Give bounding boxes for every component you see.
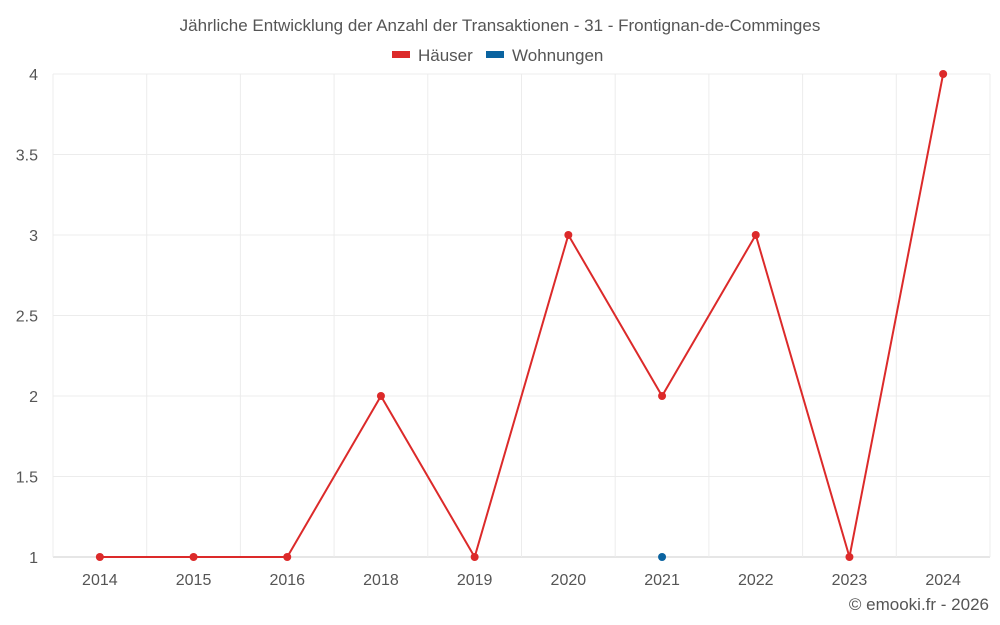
data-point[interactable] bbox=[939, 70, 948, 78]
data-point[interactable] bbox=[658, 392, 667, 400]
data-point[interactable] bbox=[283, 553, 292, 561]
y-tick-label: 1 bbox=[29, 550, 38, 567]
data-point[interactable] bbox=[95, 553, 104, 561]
x-tick-label: 2019 bbox=[457, 572, 493, 589]
legend-label: Häuser bbox=[418, 46, 473, 65]
axes: 1 1.5 2 2.5 3 3.5 4 2014 2015 2016 2018 2019 2020 202… bbox=[16, 67, 961, 589]
data-point[interactable] bbox=[845, 553, 854, 561]
legend-item-1[interactable]: Wohnungen bbox=[486, 46, 603, 65]
y-tick-label: 2 bbox=[29, 389, 38, 406]
legend-item-0[interactable]: Häuser bbox=[392, 46, 473, 65]
data-point[interactable] bbox=[189, 553, 198, 561]
grid bbox=[52, 73, 991, 558]
data-point[interactable] bbox=[751, 231, 760, 239]
x-tick-label: 2016 bbox=[269, 572, 305, 589]
data-point[interactable] bbox=[470, 553, 479, 561]
legend-label: Wohnungen bbox=[512, 46, 603, 65]
legend-swatch bbox=[392, 51, 410, 58]
series-line-häuser bbox=[99, 73, 945, 560]
legend-swatch bbox=[486, 51, 504, 58]
series-layer bbox=[95, 70, 948, 561]
data-point[interactable] bbox=[376, 392, 385, 400]
x-tick-label: 2022 bbox=[738, 572, 774, 589]
y-tick-label: 1.5 bbox=[16, 470, 38, 487]
x-tick-label: 2024 bbox=[925, 572, 961, 589]
data-point[interactable] bbox=[658, 553, 667, 561]
x-tick-label: 2015 bbox=[176, 572, 212, 589]
y-tick-label: 2.5 bbox=[16, 309, 38, 326]
legend: Häuser Wohnungen bbox=[392, 46, 603, 65]
credit-text: © emooki.fr - 2026 bbox=[849, 595, 989, 614]
y-tick-label: 4 bbox=[29, 67, 38, 84]
chart-title: Jährliche Entwicklung der Anzahl der Tra… bbox=[180, 16, 821, 35]
x-tick-label: 2023 bbox=[832, 572, 868, 589]
data-point[interactable] bbox=[564, 231, 573, 239]
x-tick-label: 2018 bbox=[363, 572, 399, 589]
x-tick-label: 2014 bbox=[82, 572, 118, 589]
x-tick-label: 2021 bbox=[644, 572, 680, 589]
y-tick-label: 3 bbox=[29, 228, 38, 245]
y-tick-label: 3.5 bbox=[16, 148, 38, 165]
x-tick-label: 2020 bbox=[551, 572, 587, 589]
